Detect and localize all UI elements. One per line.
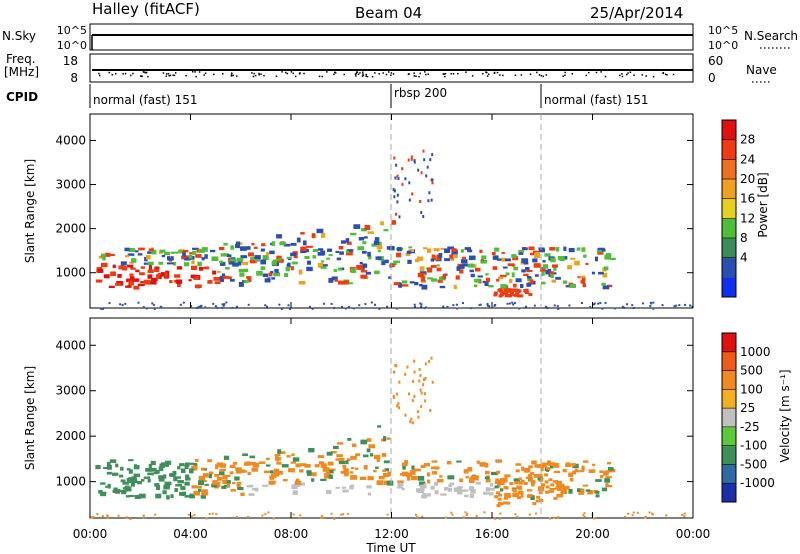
- x-axis-ticks: 00:00 04:00 08:00 12:00 16:00 20:00 00:00: [73, 114, 711, 541]
- power-panel: 4000 3000 2000 1000 Slant Range [km] 28 24 20…: [23, 113, 770, 310]
- nave-label: Nave: [746, 63, 777, 77]
- y-tick-label: 3000: [55, 178, 86, 192]
- x-tick-label: 00:00: [73, 527, 108, 541]
- y-tick-label: 2000: [55, 222, 86, 236]
- colorbar-swatch: [722, 238, 736, 259]
- beam-title: Beam 04: [355, 4, 422, 22]
- freq-tick-high: 18: [63, 54, 78, 68]
- y-tick-label: 3000: [55, 384, 86, 398]
- colorbar-swatch: [722, 277, 736, 298]
- cpid-row: CPID normal (fast) 151 rbsp 200 normal (…: [6, 84, 648, 108]
- x-axis-label: Time UT: [365, 541, 416, 554]
- freq-unit-label: [MHz]: [4, 65, 39, 79]
- cpid-seg-2: rbsp 200: [394, 86, 447, 100]
- colorbar-swatch: [722, 464, 736, 484]
- colorbar-swatch: [722, 159, 736, 180]
- freq-tick-low: 8: [70, 71, 78, 85]
- noise-tick-high-right: 10^5: [708, 24, 738, 37]
- colorbar-tick-label: 100: [740, 382, 763, 396]
- colorbar-swatch: [722, 426, 736, 447]
- colorbar-swatch: [722, 333, 736, 353]
- power-colorbar: 28 24 20 16 12 8 4: [721, 119, 755, 298]
- power-y-ticks: 4000 3000 2000 1000: [55, 133, 693, 280]
- velocity-y-ticks: 4000 3000 2000 1000: [55, 338, 693, 489]
- colorbar-swatch: [722, 389, 736, 409]
- x-tick-label: 16:00: [475, 527, 510, 541]
- colorbar-tick-label: -1000: [740, 476, 775, 490]
- freq-panel: Freq. [MHz] 18 8 60 0 Nave: [4, 52, 777, 85]
- y-tick-label: 1000: [55, 475, 86, 489]
- nave-tick-high: 60: [708, 54, 723, 68]
- power-colorbar-label: Power [dB]: [756, 172, 770, 237]
- colorbar-tick-label: 12: [740, 211, 755, 225]
- date-title: 25/Apr/2014: [590, 4, 683, 22]
- noise-panel: N.Sky 10^5 10^0 10^5 10^0 N.Search: [2, 23, 798, 52]
- y-tick-label: 4000: [55, 133, 86, 147]
- y-tick-label: 2000: [55, 429, 86, 443]
- noise-tick-high: 10^5: [57, 24, 87, 37]
- station-title: Halley (fitACF): [92, 0, 200, 18]
- colorbar-tick-label: -25: [740, 420, 760, 434]
- colorbar-tick-label: 24: [740, 152, 755, 166]
- x-tick-label: 00:00: [676, 527, 711, 541]
- colorbar-tick-label: 16: [740, 192, 755, 206]
- x-tick-label: 08:00: [274, 527, 309, 541]
- power-ylabel: Slant Range [km]: [23, 159, 37, 263]
- velocity-data: [90, 356, 686, 520]
- colorbar-tick-label: 500: [740, 364, 763, 378]
- y-tick-label: 4000: [55, 338, 86, 352]
- y-tick-label: 1000: [55, 266, 86, 280]
- freq-label: Freq.: [6, 52, 36, 66]
- velocity-ylabel: Slant Range [km]: [23, 366, 37, 470]
- colorbar-swatch: [722, 257, 736, 278]
- colorbar-tick-label: -500: [740, 457, 767, 471]
- nsearch-label: N.Search: [744, 29, 798, 43]
- colorbar-swatch: [722, 351, 736, 372]
- colorbar-swatch: [722, 139, 736, 160]
- velocity-panel: 4000 3000 2000 1000 Slant Range [km] 1000 50…: [23, 317, 792, 520]
- colorbar-tick-label: 4: [740, 251, 748, 265]
- x-tick-label: 04:00: [173, 527, 208, 541]
- colorbar-swatch: [722, 179, 736, 200]
- nave-tick-low: 0: [708, 71, 716, 85]
- colorbar-swatch: [722, 120, 736, 141]
- colorbar-tick-label: 1000: [740, 345, 771, 359]
- cpid-seg-1: normal (fast) 151: [93, 93, 197, 107]
- colorbar-swatch: [722, 445, 736, 465]
- noise-tick-low-right: 10^0: [708, 39, 738, 52]
- nave-dots: [98, 71, 675, 78]
- colorbar-tick-label: 8: [740, 231, 748, 245]
- velocity-colorbar: 1000 500 100 25 -25 -100 -500 -1000: [721, 332, 775, 503]
- velocity-colorbar-label: Velocity [m s⁻¹]: [778, 369, 792, 462]
- colorbar-tick-label: -100: [740, 439, 767, 453]
- colorbar-tick-label: 25: [740, 401, 755, 415]
- power-data: [95, 149, 694, 310]
- cpid-seg-3: normal (fast) 151: [544, 93, 648, 107]
- x-tick-label: 20:00: [575, 527, 610, 541]
- colorbar-swatch: [722, 408, 736, 428]
- cpid-label: CPID: [6, 90, 38, 104]
- colorbar-swatch: [722, 198, 736, 219]
- nsky-label: N.Sky: [2, 29, 36, 43]
- colorbar-tick-label: 20: [740, 172, 755, 186]
- colorbar-swatch: [722, 483, 736, 503]
- x-tick-label: 12:00: [374, 527, 409, 541]
- colorbar-tick-label: 28: [740, 133, 755, 147]
- colorbar-swatch: [722, 370, 736, 390]
- colorbar-swatch: [722, 218, 736, 239]
- noise-tick-low: 10^0: [57, 39, 87, 52]
